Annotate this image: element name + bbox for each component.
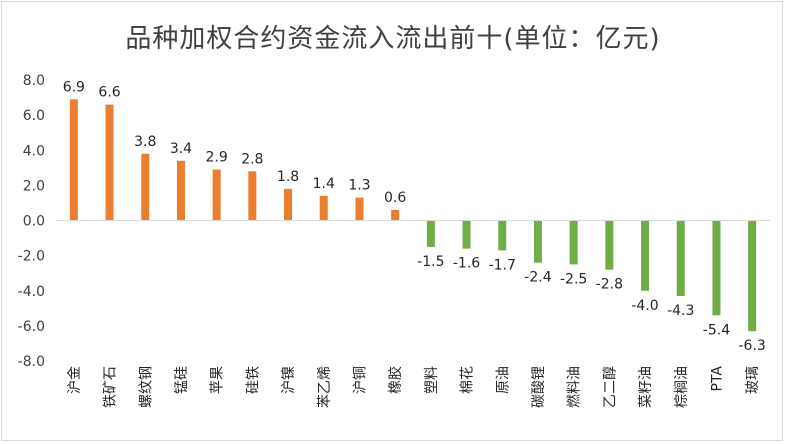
bar bbox=[676, 220, 685, 297]
data-label: 3.4 bbox=[170, 141, 192, 157]
data-label: -2.5 bbox=[560, 271, 587, 287]
category-label: 锰硅 bbox=[174, 366, 190, 394]
bar bbox=[141, 153, 150, 221]
data-label: 0.6 bbox=[384, 190, 406, 206]
data-label: 3.8 bbox=[134, 134, 156, 150]
bar bbox=[69, 99, 78, 221]
bar bbox=[498, 220, 507, 251]
category-label: 铁矿石 bbox=[103, 366, 119, 408]
y-tick-label: -6.0 bbox=[18, 319, 45, 335]
bar bbox=[391, 209, 400, 221]
bar bbox=[212, 169, 221, 221]
y-tick-label: 8.0 bbox=[23, 73, 45, 89]
bar bbox=[462, 220, 471, 249]
y-tick-label: -2.0 bbox=[18, 249, 45, 265]
category-label: 塑料 bbox=[424, 366, 440, 394]
bar bbox=[426, 220, 435, 247]
bar bbox=[569, 220, 578, 265]
category-label: 乙二醇 bbox=[601, 366, 618, 408]
category-label: 螺纹钢 bbox=[138, 366, 154, 408]
category-label: 苯乙烯 bbox=[316, 366, 333, 408]
data-label: -5.4 bbox=[703, 322, 730, 338]
category-label: 玻璃 bbox=[744, 366, 761, 394]
category-label: 棕榈油 bbox=[674, 366, 690, 408]
data-label: -1.7 bbox=[489, 257, 516, 273]
category-label: 沪镍 bbox=[281, 366, 297, 394]
bar bbox=[284, 188, 293, 221]
category-label: 沪金 bbox=[67, 366, 83, 394]
bar bbox=[248, 171, 257, 221]
bar bbox=[355, 197, 364, 221]
y-tick-label: -4.0 bbox=[18, 284, 45, 300]
y-tick-label: 4.0 bbox=[23, 143, 45, 159]
data-label: -1.5 bbox=[417, 254, 444, 270]
bar bbox=[105, 104, 114, 221]
bar bbox=[176, 160, 185, 221]
y-tick-label: 0.0 bbox=[23, 214, 45, 230]
data-label: -4.3 bbox=[667, 303, 694, 319]
data-label: 6.9 bbox=[63, 79, 85, 95]
data-label: 2.8 bbox=[241, 151, 263, 167]
bar bbox=[641, 220, 650, 291]
category-label: 碳酸锂 bbox=[531, 366, 547, 408]
category-label: 硅铁 bbox=[245, 366, 261, 394]
category-label: 橡胶 bbox=[387, 366, 404, 394]
data-label: -6.3 bbox=[738, 338, 765, 354]
data-label: 1.3 bbox=[348, 178, 370, 194]
data-label: -2.8 bbox=[596, 277, 623, 293]
category-label: 棉花 bbox=[459, 366, 476, 394]
data-label: -4.0 bbox=[631, 298, 658, 314]
data-label: -2.4 bbox=[524, 270, 551, 286]
category-label: 原油 bbox=[495, 366, 511, 394]
y-tick-label: 6.0 bbox=[23, 108, 45, 124]
category-label: PTA bbox=[709, 366, 725, 392]
bar bbox=[533, 220, 542, 263]
category-label: 沪铜 bbox=[352, 366, 368, 394]
bar bbox=[605, 220, 614, 270]
data-label: -1.6 bbox=[453, 256, 480, 272]
data-label: 1.8 bbox=[277, 169, 299, 185]
category-label: 苹果 bbox=[210, 366, 226, 394]
bar bbox=[712, 220, 721, 316]
bar bbox=[319, 195, 328, 221]
bar bbox=[748, 220, 757, 332]
y-tick-label: 2.0 bbox=[23, 178, 45, 194]
chart-title: 品种加权合约资金流入流出前十(单位：亿元) bbox=[125, 24, 661, 54]
y-tick-label: -8.0 bbox=[18, 354, 45, 370]
category-label: 燃料油 bbox=[566, 366, 583, 408]
category-label: 菜籽油 bbox=[638, 366, 654, 408]
data-label: 2.9 bbox=[206, 150, 228, 166]
data-label: 1.4 bbox=[313, 176, 335, 192]
data-label: 6.6 bbox=[98, 85, 120, 101]
